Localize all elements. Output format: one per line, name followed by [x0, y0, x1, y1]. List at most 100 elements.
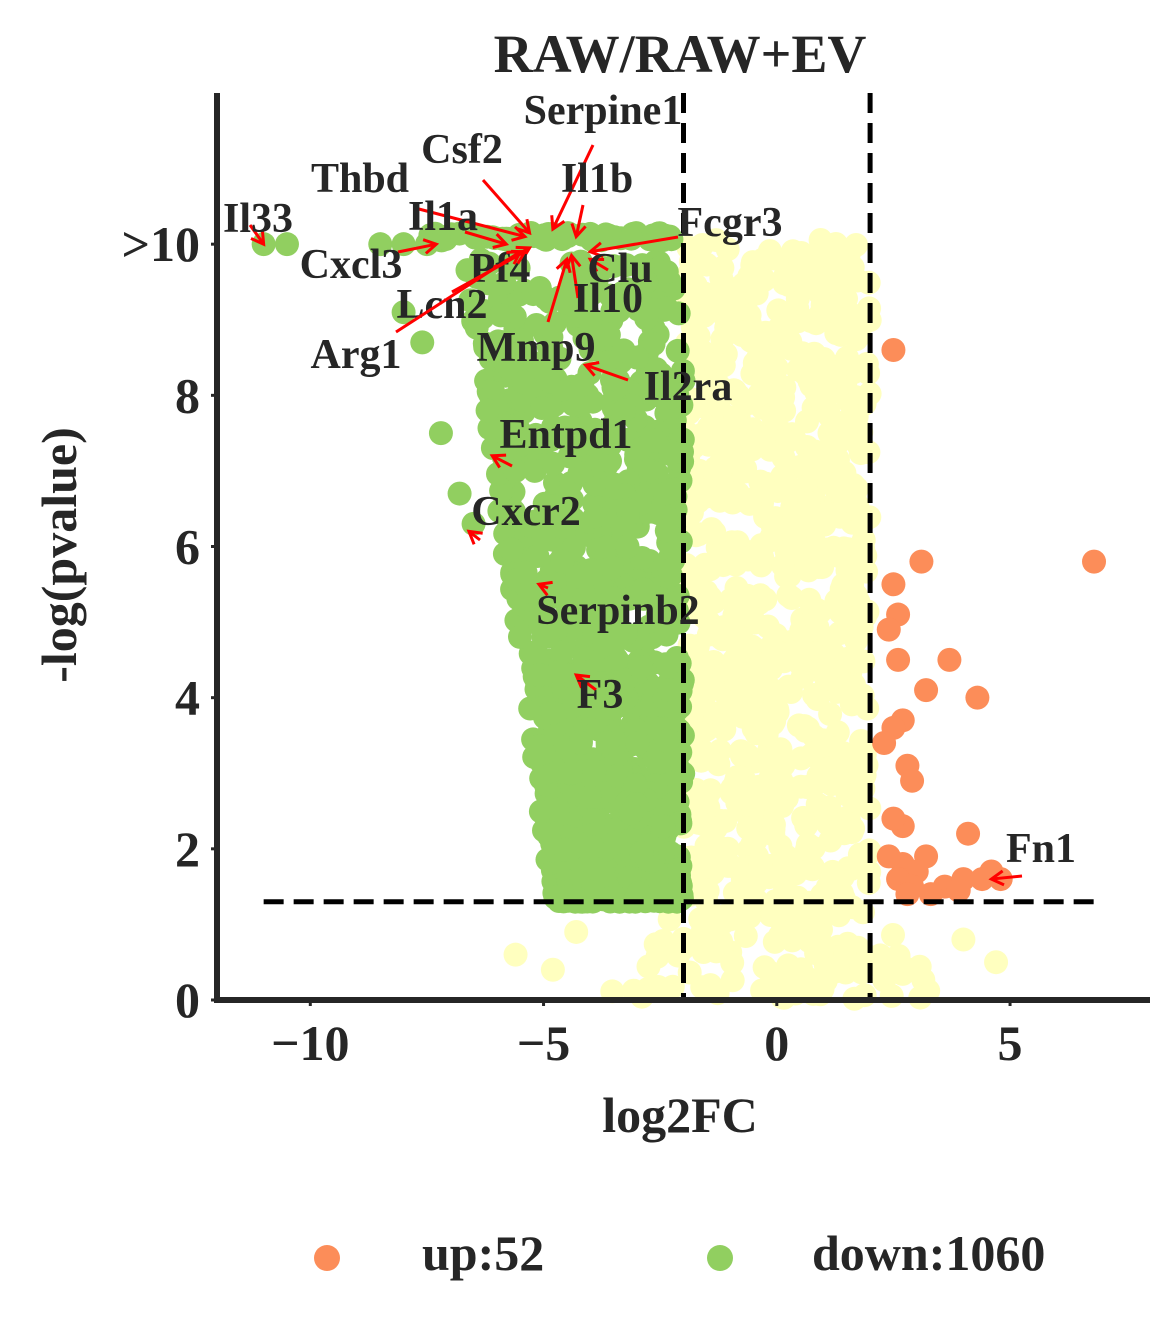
down-point: [574, 601, 599, 626]
down-point: [494, 504, 519, 529]
ns-point: [692, 845, 716, 870]
gene-label: Arg1: [311, 332, 402, 378]
ns-point: [773, 264, 798, 288]
down-point: [657, 558, 682, 583]
up-point: [965, 685, 990, 710]
down-point: [543, 885, 568, 910]
down-point: [447, 481, 472, 506]
down-point: [578, 307, 603, 332]
gene-label: F3: [577, 672, 624, 718]
ns-point: [774, 564, 799, 589]
y-tick-label: 0: [175, 972, 200, 1028]
legend-label: down:1060: [812, 1225, 1045, 1281]
down-point: [654, 296, 679, 321]
ns-point: [735, 583, 760, 608]
down-point: [572, 326, 597, 350]
up-point: [881, 572, 906, 597]
annotation-arrow: [397, 242, 437, 254]
up-point: [970, 867, 995, 892]
down-point: [524, 313, 549, 337]
down-point: [595, 535, 619, 560]
down-point: [643, 428, 668, 453]
down-point: [601, 586, 626, 611]
ns-point: [739, 328, 763, 353]
ns-point: [774, 920, 799, 945]
ns-point: [686, 324, 711, 349]
ns-point: [780, 640, 805, 665]
ns-point: [795, 409, 819, 434]
ns-point: [759, 351, 784, 376]
down-point: [488, 303, 513, 328]
x-tick-label: −10: [271, 1015, 350, 1071]
annotation-arrowhead: [570, 222, 587, 240]
down-point: [546, 660, 571, 685]
ns-point: [793, 718, 818, 743]
gene-label: Fcgr3: [678, 200, 783, 246]
annotation-arrowhead: [587, 241, 604, 259]
ns-point: [789, 241, 814, 265]
down-point: [667, 857, 692, 882]
down-point: [532, 223, 557, 248]
y-tick-label: >10: [122, 216, 201, 272]
annotation-arrow: [570, 255, 580, 299]
down-point: [472, 331, 497, 356]
down-point: [624, 345, 649, 370]
ns-point: [826, 430, 851, 455]
ns-point: [839, 820, 864, 845]
ns-point: [720, 950, 745, 975]
down-point: [661, 792, 686, 817]
ns-point: [621, 978, 646, 1003]
down-point: [618, 801, 643, 826]
down-point: [274, 232, 299, 257]
ns-point: [708, 277, 733, 302]
ns-point: [725, 530, 750, 555]
y-tick-label: 8: [175, 367, 200, 423]
ns-point: [730, 704, 755, 729]
gene-label: Thbd: [311, 156, 409, 202]
ns-point: [636, 954, 661, 979]
annotation-arrow: [585, 363, 629, 382]
down-point: [657, 678, 682, 703]
ns-point: [764, 965, 789, 990]
up-point: [881, 337, 906, 362]
down-point: [647, 750, 672, 775]
down-point: [536, 368, 561, 393]
ns-point: [503, 942, 528, 967]
ns-point: [797, 513, 822, 538]
ns-point: [779, 336, 803, 361]
annotation-arrowhead: [422, 238, 440, 255]
gene-label: Il33: [223, 196, 293, 242]
ns-point: [911, 967, 936, 992]
down-point: [391, 300, 416, 325]
gene-label: Serpinb2: [536, 588, 699, 634]
ns-point: [737, 491, 762, 516]
up-point: [886, 647, 911, 672]
annotation-arrow: [991, 874, 1023, 881]
annotation-arrowhead: [573, 673, 591, 689]
gene-label: Il1b: [561, 156, 633, 202]
ns-point: [818, 702, 843, 727]
down-point: [654, 259, 679, 284]
ns-point: [824, 270, 849, 295]
annotation-arrowhead: [587, 257, 605, 273]
ns-point: [820, 736, 845, 761]
down-point: [656, 655, 681, 680]
ns-point: [776, 583, 801, 608]
y-tick-labels: 0 2 4 6 8 >10: [122, 216, 217, 1028]
annotation-arrow: [481, 179, 531, 234]
down-point: [527, 276, 552, 300]
ns-point: [836, 646, 861, 671]
down-point: [592, 632, 617, 657]
down-point: [652, 481, 677, 506]
ns-point: [951, 927, 976, 952]
down-point: [605, 764, 630, 789]
ns-point: [660, 974, 685, 999]
ns-point: [735, 433, 760, 458]
down-point: [475, 398, 500, 423]
ns-point: [749, 539, 774, 564]
down-point: [535, 624, 560, 649]
down-point: [494, 339, 519, 363]
not-significant-region: [503, 228, 1009, 1011]
ns-point: [795, 832, 820, 857]
up-point: [937, 647, 962, 672]
